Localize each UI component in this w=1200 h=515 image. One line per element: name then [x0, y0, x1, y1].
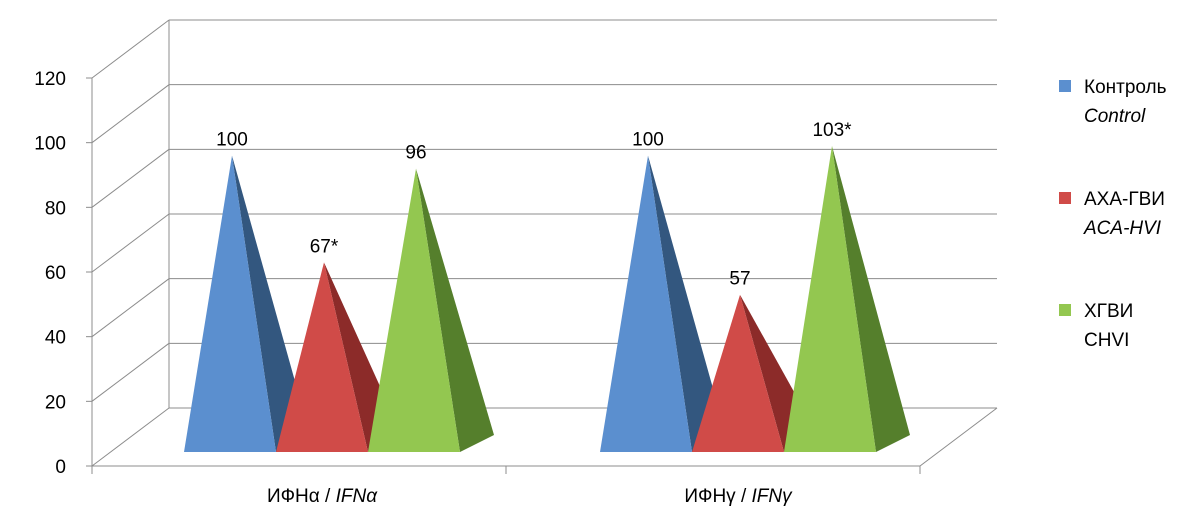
- gridline-side: [91, 148, 170, 208]
- pyramid-bar: [600, 155, 692, 452]
- gridline-side: [91, 19, 170, 79]
- bars: [184, 145, 910, 452]
- pyramid-side: [648, 155, 726, 452]
- pyramid-bar: [784, 145, 876, 452]
- data-label: 67*: [310, 236, 339, 257]
- axes: 0 20 40 60 80 100 120 ИФНα / IFNα ИФНγ / IFNγ: [34, 69, 921, 507]
- legend: Контроль Control АХА-ГВИ ACA-HVI ХГВИ CHVI: [1059, 77, 1167, 351]
- y-tick-label: 0: [55, 457, 66, 478]
- pyramid-bar: [368, 168, 460, 452]
- y-tick-label: 120: [34, 69, 66, 90]
- pyramid-bar: [184, 155, 276, 452]
- legend-label-en: ACA-HVI: [1083, 218, 1162, 239]
- y-tick-label: 40: [45, 328, 66, 349]
- legend-swatch: [1059, 304, 1071, 316]
- legend-label: Контроль: [1084, 77, 1167, 98]
- data-labels: 100 67* 96 100 57 103*: [216, 120, 852, 290]
- x-category-label: ИФНα / IFNα: [267, 486, 378, 507]
- legend-label-en: CHVI: [1084, 330, 1129, 351]
- legend-label: ХГВИ: [1084, 301, 1133, 322]
- pyramid-bar: [276, 262, 368, 452]
- gridline-side: [91, 213, 170, 273]
- pyramid-bar: [692, 294, 784, 452]
- data-label: 100: [216, 130, 248, 151]
- x-category-label: ИФНγ / IFNγ: [684, 486, 793, 507]
- pyramid-side: [232, 155, 310, 452]
- y-tick-label: 60: [45, 263, 66, 284]
- gridline-side: [91, 278, 170, 338]
- legend-swatch: [1059, 192, 1071, 204]
- data-label: 103*: [812, 120, 852, 141]
- pyramid-side: [832, 145, 910, 452]
- y-tick-label: 100: [34, 134, 66, 155]
- legend-label: АХА-ГВИ: [1084, 189, 1165, 210]
- y-tick-label: 80: [45, 198, 66, 219]
- floor-edge: [919, 407, 998, 467]
- legend-swatch: [1059, 80, 1071, 92]
- gridline-side: [91, 342, 170, 402]
- data-label: 57: [729, 269, 750, 290]
- pyramid-side: [416, 168, 494, 452]
- data-label: 100: [632, 130, 664, 151]
- data-label: 96: [405, 143, 426, 164]
- legend-label-en: Control: [1084, 106, 1146, 127]
- y-tick-label: 20: [45, 392, 66, 413]
- gridline-side: [91, 407, 170, 467]
- gridline-side: [91, 84, 170, 144]
